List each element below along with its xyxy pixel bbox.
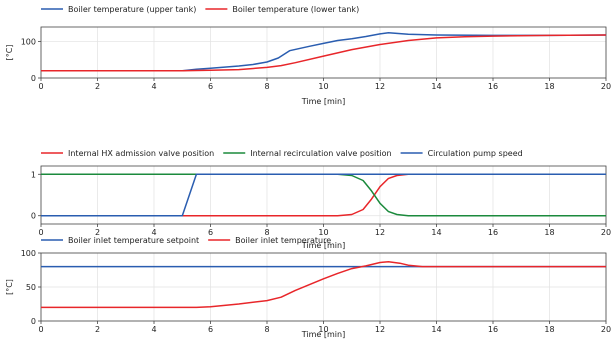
x-tick-label: 18 <box>544 228 554 237</box>
legend-item-2: Internal recirculation valve position <box>223 149 392 158</box>
x-tick-label: 10 <box>318 325 328 334</box>
x-tick-label: 20 <box>601 325 611 334</box>
x-axis-label: Time [min] <box>301 241 345 250</box>
x-tick-label: 10 <box>318 82 328 91</box>
x-tick-label: 6 <box>208 228 213 237</box>
x-tick-label: 2 <box>95 228 100 237</box>
x-axis-label: Time [min] <box>301 330 345 339</box>
chart-panel-1: 0 2 4 6 8 10 12 14 16 18 20 0 100 Time [min] [°C] Boile… <box>5 5 611 106</box>
x-tick-label: 8 <box>264 82 269 91</box>
legend-label: Boiler inlet temperature <box>235 236 331 245</box>
legend-item-3: Circulation pump speed <box>400 149 523 158</box>
series-line-1 <box>41 32 606 72</box>
x-tick-label: 0 <box>38 82 43 91</box>
x-tick-label: 8 <box>264 228 269 237</box>
x-tick-label: 4 <box>151 228 156 237</box>
x-tick-label: 2 <box>95 325 100 334</box>
x-tick-label: 14 <box>431 325 441 334</box>
series-line-3 <box>41 173 606 217</box>
x-tick-label: 8 <box>264 325 269 334</box>
legend-label: Boiler temperature (lower tank) <box>232 5 359 14</box>
series-line-2 <box>41 261 606 309</box>
chart-panel-3: 0 2 4 6 8 10 12 14 16 18 20 0 50 100 Time [min] [°C] Boi… <box>5 236 611 339</box>
legend-label: Circulation pump speed <box>428 149 523 158</box>
y-tick-label: 100 <box>21 249 36 258</box>
x-tick-label: 0 <box>38 228 43 237</box>
x-tick-label: 18 <box>544 82 554 91</box>
x-tick-label: 4 <box>151 325 156 334</box>
y-tick-label: 50 <box>26 283 36 292</box>
legend-item-2: Boiler inlet temperature <box>208 236 331 245</box>
y-tick-label: 0 <box>31 317 36 326</box>
x-tick-label: 14 <box>431 228 441 237</box>
x-axis-label: Time [min] <box>301 97 345 106</box>
series-line-2 <box>41 34 606 72</box>
x-tick-label: 18 <box>544 325 554 334</box>
legend-item-1: Internal HX admission valve position <box>41 149 214 158</box>
x-tick-label: 6 <box>208 325 213 334</box>
x-tick-label: 4 <box>151 82 156 91</box>
legend-item-1: Boiler temperature (upper tank) <box>41 5 196 14</box>
legend-item-1: Boiler inlet temperature setpoint <box>41 236 199 245</box>
x-tick-label: 16 <box>488 325 498 334</box>
y-axis-label: [°C] <box>5 45 14 61</box>
chart-panel-2: 0 2 4 6 8 10 12 14 16 18 20 0 1 Time [min] Internal HX… <box>31 149 611 250</box>
x-tick-label: 12 <box>375 82 385 91</box>
y-tick-label: 0 <box>31 212 36 221</box>
legend-label: Boiler temperature (upper tank) <box>68 5 196 14</box>
x-tick-label: 14 <box>431 82 441 91</box>
x-tick-label: 16 <box>488 228 498 237</box>
y-tick-label: 0 <box>31 74 36 83</box>
legend-item-2: Boiler temperature (lower tank) <box>205 5 359 14</box>
legend-label: Internal HX admission valve position <box>68 149 214 158</box>
legend-label: Internal recirculation valve position <box>250 149 391 158</box>
x-tick-label: 12 <box>375 228 385 237</box>
x-tick-label: 20 <box>601 228 611 237</box>
x-tick-label: 2 <box>95 82 100 91</box>
y-tick-label: 1 <box>31 170 36 179</box>
x-tick-label: 0 <box>38 325 43 334</box>
x-tick-label: 6 <box>208 82 213 91</box>
legend-label: Boiler inlet temperature setpoint <box>68 236 199 245</box>
x-tick-label: 12 <box>375 325 385 334</box>
x-tick-label: 16 <box>488 82 498 91</box>
y-tick-label: 100 <box>21 38 36 47</box>
y-axis-label: [°C] <box>5 279 14 295</box>
x-tick-label: 20 <box>601 82 611 91</box>
x-tick-label: 10 <box>318 228 328 237</box>
